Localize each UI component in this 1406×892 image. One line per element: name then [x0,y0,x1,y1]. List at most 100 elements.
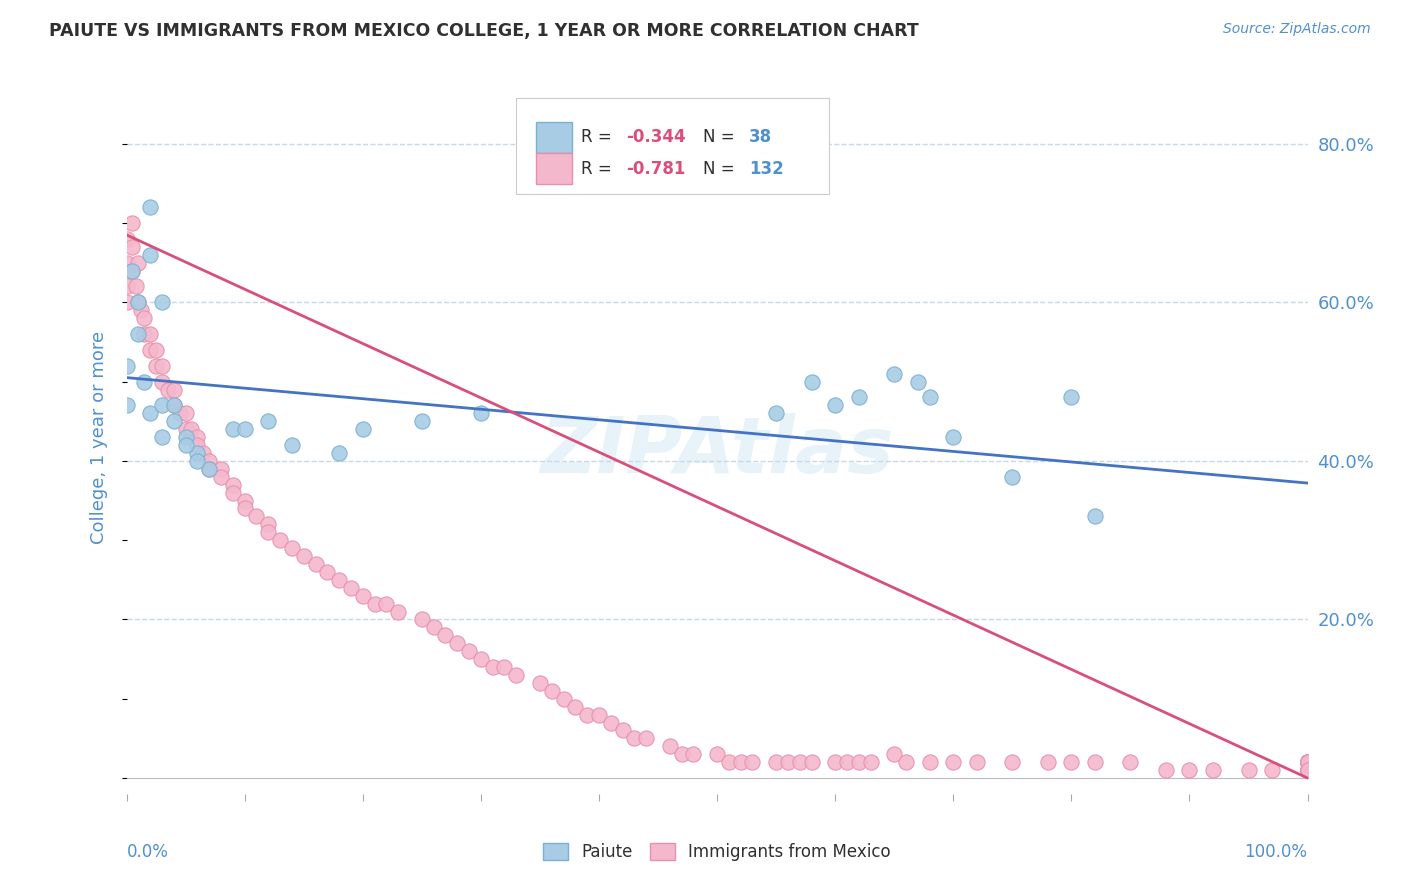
Point [942,755,965,769]
Point [1084,509,1107,524]
Point [222,477,245,491]
Point [174,422,197,436]
Point [139,343,162,357]
Point [564,699,586,714]
Point [1296,755,1319,769]
Point [1261,763,1284,777]
Text: 132: 132 [749,160,783,178]
Point [918,391,941,405]
Point [470,406,492,420]
Point [776,755,799,769]
Point [115,232,138,246]
Point [186,430,208,444]
Point [470,652,492,666]
Point [824,755,846,769]
Point [127,255,149,269]
Point [1296,755,1319,769]
Point [145,359,167,373]
Point [127,295,149,310]
Point [824,398,846,412]
Point [304,557,326,571]
Point [316,565,339,579]
Point [481,660,503,674]
Point [599,715,621,730]
Point [505,668,527,682]
Point [352,422,374,436]
Point [169,406,191,420]
Point [156,383,179,397]
Point [1237,763,1260,777]
Point [894,755,917,769]
Point [907,375,929,389]
Point [800,375,823,389]
Point [1296,763,1319,777]
FancyBboxPatch shape [536,153,572,184]
Point [612,723,634,738]
Point [150,359,173,373]
Point [198,462,221,476]
Point [1296,755,1319,769]
Point [918,755,941,769]
Point [150,430,173,444]
Point [835,755,858,769]
Point [848,755,870,769]
Point [121,240,143,254]
Point [209,462,232,476]
Point [1036,755,1059,769]
Point [186,446,208,460]
Point [966,755,988,769]
Point [1060,755,1083,769]
Point [1154,763,1177,777]
Point [257,525,280,540]
Point [127,326,149,341]
Text: PAIUTE VS IMMIGRANTS FROM MEXICO COLLEGE, 1 YEAR OR MORE CORRELATION CHART: PAIUTE VS IMMIGRANTS FROM MEXICO COLLEGE… [49,22,920,40]
Text: 0.0%: 0.0% [127,843,169,861]
Point [222,422,245,436]
Point [658,739,681,754]
Point [1296,755,1319,769]
Point [494,660,516,674]
Point [576,707,599,722]
Point [115,255,138,269]
Point [115,359,138,373]
Y-axis label: College, 1 year or more: College, 1 year or more [90,331,108,543]
Point [529,676,551,690]
Point [942,430,965,444]
Text: 100.0%: 100.0% [1244,843,1308,861]
Point [121,263,143,277]
Point [623,731,645,746]
Point [139,406,162,420]
Point [209,469,232,483]
Point [139,326,162,341]
Point [446,636,468,650]
Legend: Paiute, Immigrants from Mexico: Paiute, Immigrants from Mexico [537,836,897,868]
Point [186,454,208,468]
Point [1296,763,1319,777]
Text: Source: ZipAtlas.com: Source: ZipAtlas.com [1223,22,1371,37]
Point [174,430,197,444]
Point [765,755,787,769]
Point [125,279,148,293]
Point [789,755,811,769]
Text: R =: R = [581,128,617,146]
Point [328,573,350,587]
Point [1001,469,1024,483]
Text: N =: N = [703,128,740,146]
Point [422,620,444,634]
Point [1202,763,1225,777]
FancyBboxPatch shape [536,122,572,153]
Point [222,485,245,500]
Text: -0.781: -0.781 [626,160,686,178]
Point [411,612,433,626]
Point [1296,755,1319,769]
Point [198,454,221,468]
Point [198,462,221,476]
Point [1296,755,1319,769]
Point [129,303,152,318]
Point [257,517,280,532]
Point [163,383,186,397]
Point [730,755,752,769]
Point [1296,763,1319,777]
Point [1178,763,1201,777]
Point [233,501,256,516]
